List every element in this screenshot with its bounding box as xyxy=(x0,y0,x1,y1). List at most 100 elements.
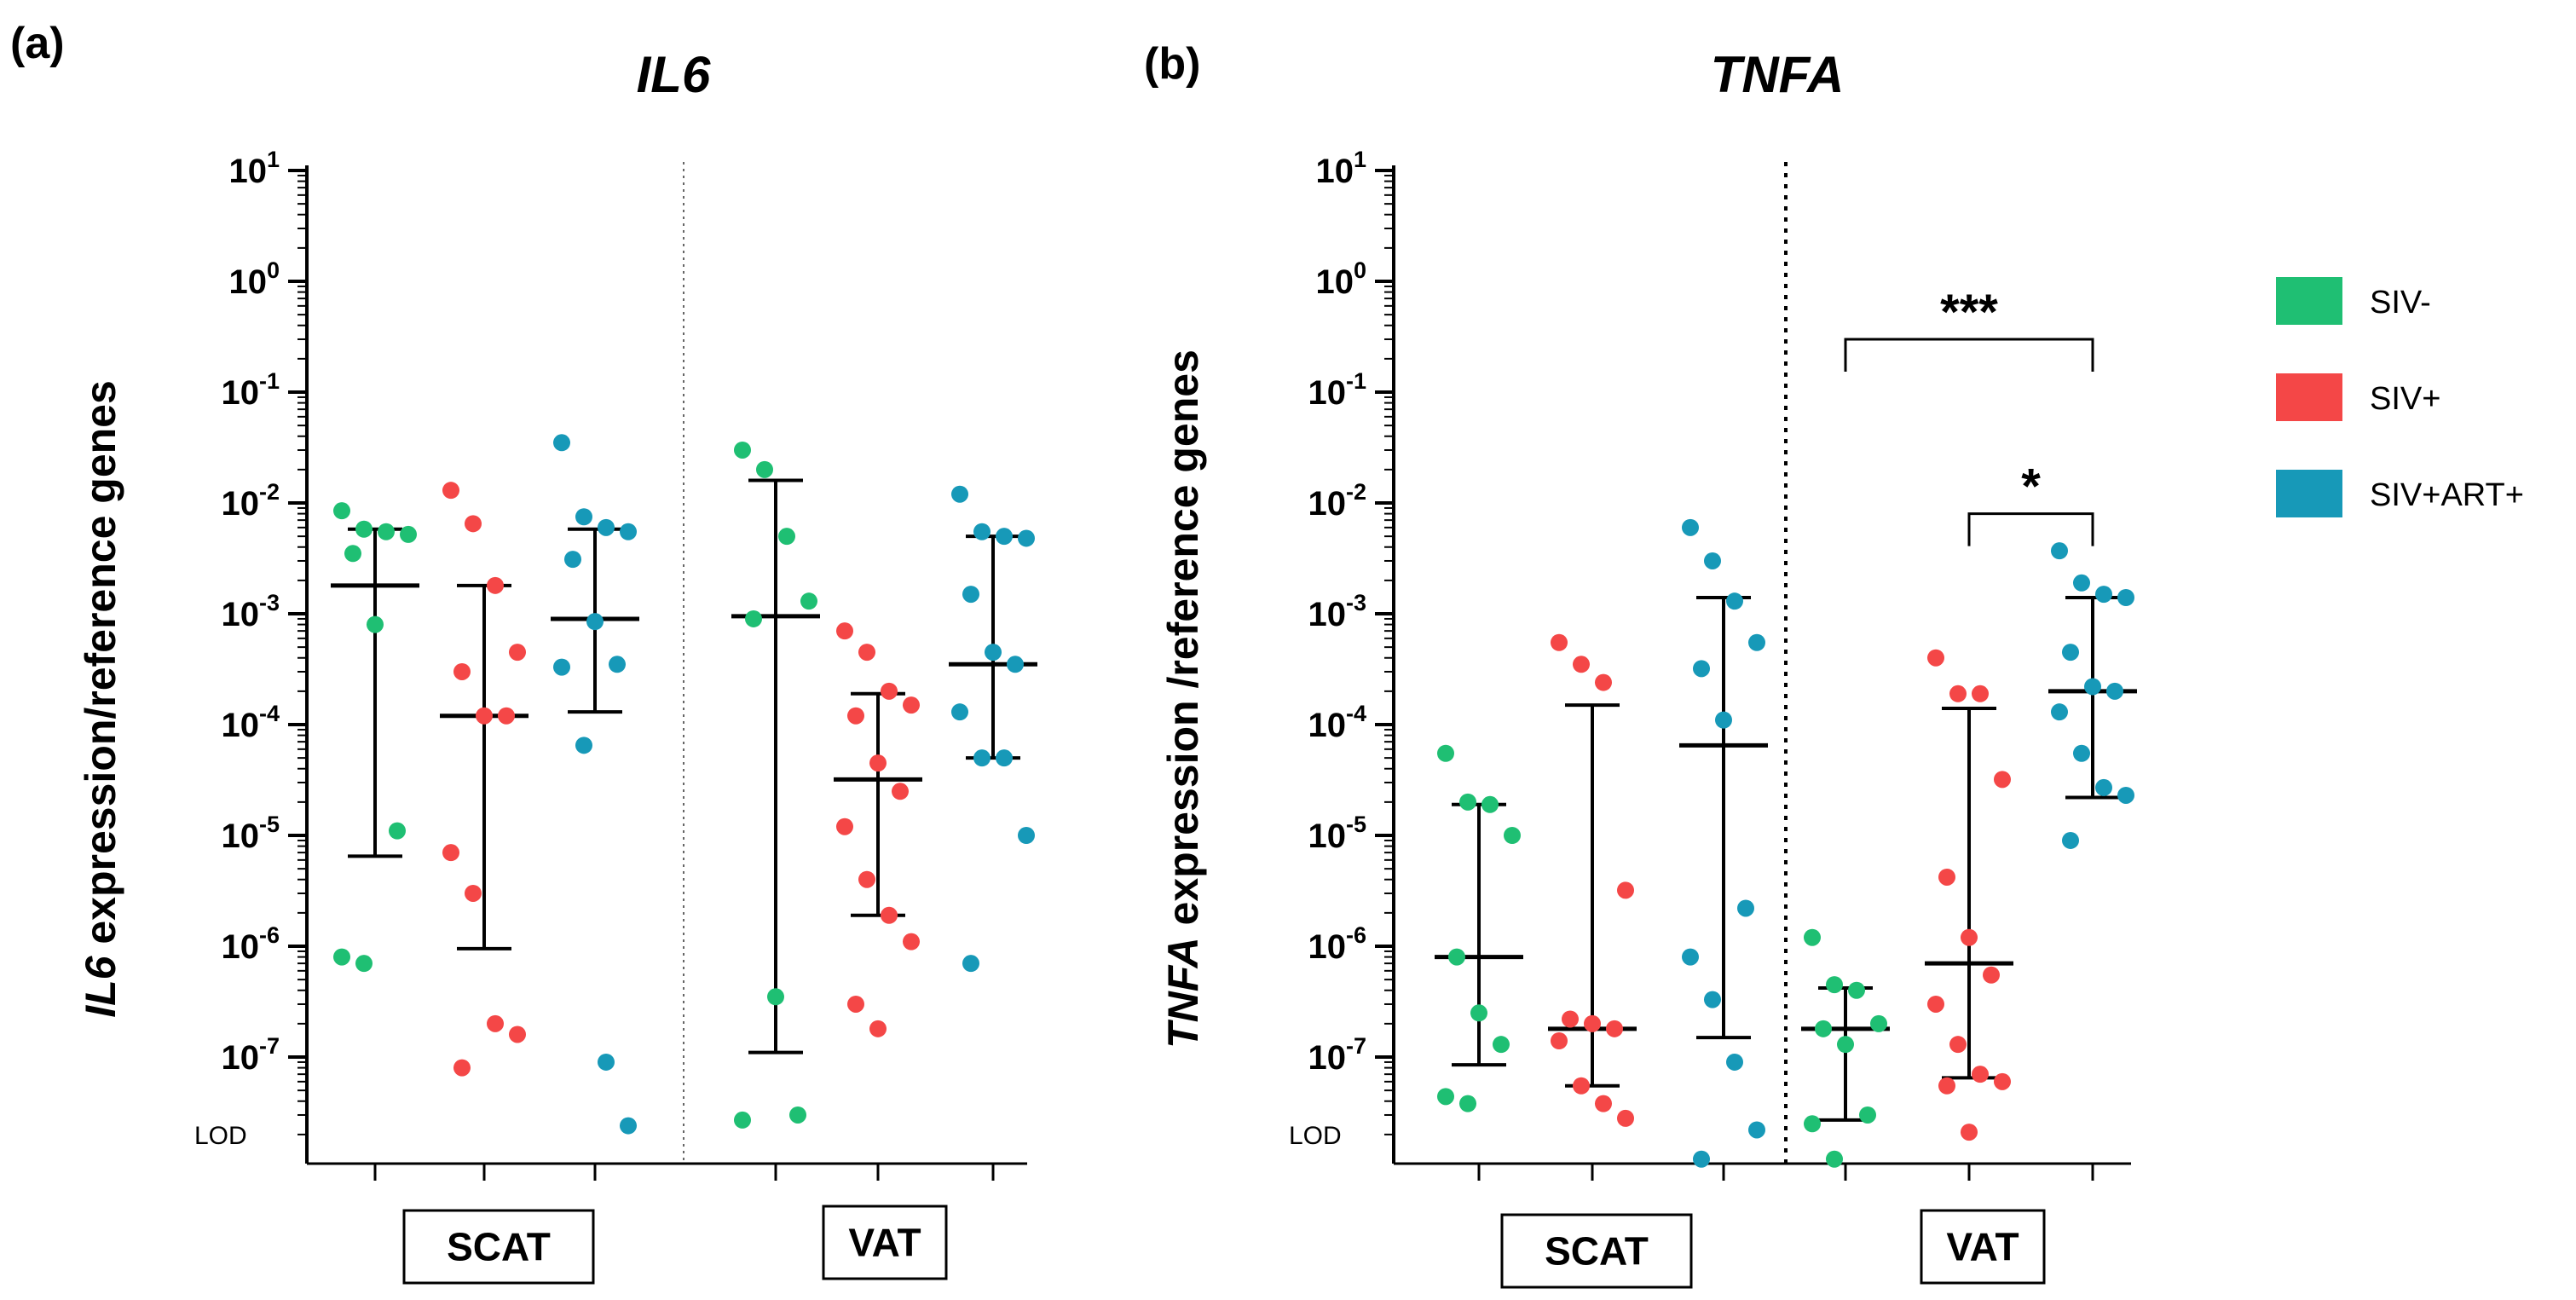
data-point xyxy=(996,749,1013,767)
data-point xyxy=(1704,991,1721,1008)
data-point xyxy=(620,523,637,540)
significance-bracket xyxy=(1844,338,2094,372)
data-point xyxy=(1595,673,1612,691)
data-point xyxy=(858,870,875,888)
y-tick-label: 101 xyxy=(228,147,280,190)
data-point xyxy=(800,592,817,610)
data-point xyxy=(453,662,471,680)
data-point xyxy=(487,576,504,594)
significance-label: * xyxy=(2021,459,2041,515)
data-point xyxy=(1584,1014,1601,1032)
legend-label: SIV+ART+ xyxy=(2370,477,2524,513)
data-point xyxy=(1737,899,1754,917)
data-point xyxy=(476,707,493,725)
y-tick-label: 100 xyxy=(228,257,280,301)
y-axis-label-gene: IL6 xyxy=(77,955,124,1017)
y-tick-base: 10 xyxy=(1308,1039,1346,1077)
data-point xyxy=(1704,552,1721,569)
legend-label: SIV- xyxy=(2370,285,2431,321)
data-point xyxy=(465,884,482,902)
y-tick-exponent: -2 xyxy=(259,479,280,505)
data-point xyxy=(2117,786,2134,804)
data-point xyxy=(1927,995,1944,1013)
data-point xyxy=(951,485,968,503)
data-point xyxy=(1748,1121,1765,1139)
data-point xyxy=(553,434,570,452)
data-point xyxy=(2051,703,2068,721)
y-tick-label: 10-4 xyxy=(1308,701,1366,744)
data-point xyxy=(1815,1020,1832,1037)
significance-label: *** xyxy=(1940,285,1998,340)
data-point xyxy=(745,610,762,627)
data-point xyxy=(598,518,615,536)
y-tick-base: 10 xyxy=(228,153,267,190)
data-point xyxy=(564,551,581,569)
y-tick-exponent: -3 xyxy=(259,590,280,615)
data-point xyxy=(1804,1115,1821,1133)
data-point xyxy=(2073,574,2090,592)
data-point xyxy=(1826,1150,1843,1168)
data-point xyxy=(333,948,350,966)
data-point xyxy=(1949,685,1967,702)
data-point xyxy=(575,737,592,754)
y-tick-exponent: -7 xyxy=(1346,1033,1366,1059)
data-point xyxy=(1504,827,1521,844)
data-point xyxy=(598,1053,615,1071)
data-point xyxy=(962,586,979,604)
data-point xyxy=(620,1117,637,1135)
group-box-scat xyxy=(1500,1213,1693,1289)
data-point xyxy=(498,707,515,725)
data-point xyxy=(509,644,526,662)
data-point xyxy=(1983,966,2000,984)
y-tick-base: 10 xyxy=(221,596,259,633)
y-tick-exponent: 0 xyxy=(267,257,280,283)
y-tick-label: 10-7 xyxy=(221,1033,280,1077)
y-tick-label: 10-4 xyxy=(221,701,280,744)
data-point xyxy=(1949,1036,1967,1054)
y-tick-label: 10-2 xyxy=(1308,479,1366,523)
data-point xyxy=(869,1020,887,1037)
legend-swatch xyxy=(2276,373,2342,421)
y-tick-base: 10 xyxy=(228,263,267,301)
data-point xyxy=(951,703,968,721)
data-point xyxy=(344,545,361,563)
data-point xyxy=(1994,771,2011,789)
data-point xyxy=(973,523,991,540)
data-point xyxy=(1551,633,1568,651)
y-tick-exponent: -6 xyxy=(1346,922,1366,948)
data-point xyxy=(996,528,1013,546)
group-label-vat: VAT xyxy=(1946,1225,2019,1269)
y-tick-exponent: -2 xyxy=(1346,479,1366,505)
data-point xyxy=(1493,1036,1510,1054)
y-axis-label-rest: expression/reference genes xyxy=(77,380,124,956)
y-tick-label: 10-7 xyxy=(1308,1033,1366,1077)
y-tick-label: 10-3 xyxy=(1308,590,1366,633)
y-tick-label: 10-5 xyxy=(1308,812,1366,855)
data-point xyxy=(869,754,887,772)
y-tick-base: 10 xyxy=(1308,707,1346,744)
data-point xyxy=(1693,660,1710,678)
data-point xyxy=(756,460,773,478)
data-point xyxy=(903,696,920,714)
y-tick-exponent: -5 xyxy=(1346,812,1366,837)
data-point xyxy=(789,1106,806,1124)
data-point xyxy=(2106,682,2123,700)
data-point xyxy=(355,955,373,973)
data-point xyxy=(1007,656,1024,673)
data-point xyxy=(767,988,784,1006)
data-point xyxy=(847,995,864,1013)
y-tick-exponent: -1 xyxy=(1346,368,1366,394)
y-tick-exponent: -6 xyxy=(259,922,280,948)
panel-tag: (a) xyxy=(10,19,65,68)
data-point xyxy=(586,613,604,631)
data-point xyxy=(892,783,909,800)
data-point xyxy=(442,844,459,862)
data-point xyxy=(903,933,920,950)
y-tick-exponent: -1 xyxy=(259,368,280,394)
data-point xyxy=(2051,542,2068,560)
group-box-vat xyxy=(822,1205,948,1280)
data-point xyxy=(1018,529,1035,547)
data-point xyxy=(1726,1053,1743,1071)
data-point xyxy=(1573,656,1590,673)
